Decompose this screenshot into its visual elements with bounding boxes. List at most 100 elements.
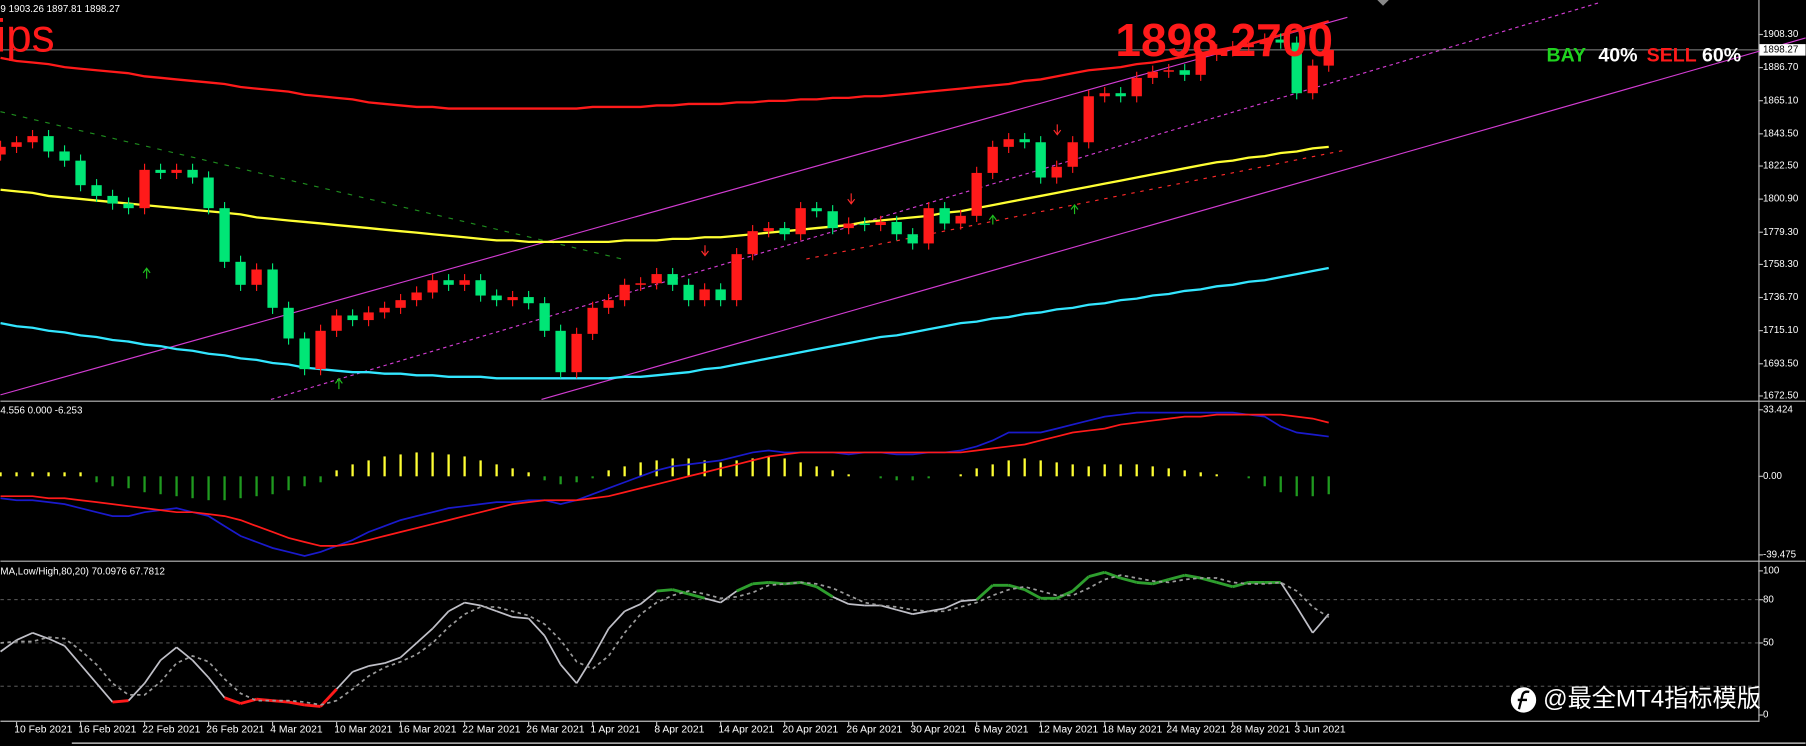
arrow-down	[701, 245, 709, 257]
candle-body	[187, 169, 198, 178]
candle-body	[747, 231, 758, 255]
stoch-segment	[832, 596, 850, 605]
candle-body	[459, 280, 470, 285]
candle-body	[0, 146, 6, 155]
x-tick-label: 10 Feb 2021	[14, 725, 72, 736]
stoch-segment	[1184, 573, 1201, 580]
stoch-segment	[63, 645, 82, 666]
x-tick-label: 6 May 2021	[974, 725, 1028, 736]
x-tick-label: 22 Feb 2021	[142, 725, 200, 736]
stoch-segment	[431, 610, 450, 630]
stoch-segment	[880, 604, 897, 611]
candle-body	[811, 208, 822, 212]
stoch-segment	[0, 639, 18, 653]
stoch-segment	[1024, 588, 1042, 600]
stoch-segment	[624, 603, 641, 613]
candle-body	[347, 315, 358, 321]
x-tick-label: 28 May 2021	[1230, 725, 1290, 736]
buy-label: BAY	[1547, 45, 1587, 67]
ohlc-info: 9 1903.26 1897.81 1898.27	[0, 4, 119, 15]
candle-body	[363, 312, 374, 321]
stoch-segment	[543, 635, 562, 666]
stoch-segment	[191, 659, 210, 679]
candle-body	[923, 208, 934, 244]
y-tick-label: 0	[1763, 710, 1769, 721]
candle-body	[1307, 65, 1318, 94]
stoch-segment	[79, 664, 98, 684]
candle-body	[555, 330, 566, 373]
candle-body	[1051, 166, 1062, 178]
candle-body	[571, 333, 582, 373]
candle-body	[715, 289, 726, 301]
candle-body	[763, 228, 774, 232]
candle-body	[1019, 139, 1030, 143]
stoch-segment	[256, 697, 273, 703]
candle-body	[299, 338, 310, 370]
last-price-label: 1898.27	[1763, 44, 1798, 55]
candle-body	[875, 221, 886, 226]
arrow-up	[142, 267, 151, 279]
indicator-line	[0, 20, 1330, 110]
stoch-segment	[640, 590, 658, 605]
stoch-segment	[496, 610, 513, 618]
stoch-segment	[335, 671, 354, 690]
stoch-segment	[1295, 606, 1314, 634]
indicator-line	[0, 413, 1329, 547]
candle-body	[1227, 47, 1238, 51]
candle-body	[891, 221, 902, 235]
channels	[0, 1, 1806, 401]
candle-body	[939, 208, 950, 224]
x-tick-label: 10 Mar 2021	[334, 725, 392, 736]
stoch-segment	[400, 642, 418, 659]
stoch-segment	[176, 646, 194, 661]
y-tick-label: 1908.30	[1763, 29, 1799, 40]
candle-body	[427, 280, 438, 293]
stoch-segment	[1312, 613, 1330, 634]
x-tick-label: 4 Mar 2021	[270, 725, 323, 736]
y-tick-label: 33.424	[1763, 404, 1793, 415]
stoch-segment	[704, 597, 721, 604]
stoch-segment	[512, 616, 529, 620]
candle-body	[91, 185, 102, 196]
candle-body	[203, 177, 214, 209]
candle-body	[539, 303, 550, 331]
candle-body	[331, 315, 342, 331]
stoch-segment	[48, 637, 65, 647]
candle-body	[667, 274, 678, 285]
x-tick-label: 22 Mar 2021	[462, 725, 520, 736]
arrow-down	[1053, 124, 1062, 136]
candle-body	[315, 330, 326, 370]
candle-body	[1035, 142, 1046, 178]
stoch-segment	[575, 656, 594, 684]
x-tick-label: 3 Jun 2021	[1294, 725, 1346, 736]
stoch-segment	[368, 662, 385, 667]
stoch-segment	[127, 682, 146, 702]
stoch-segment	[848, 603, 865, 607]
x-tick-label: 26 Apr 2021	[846, 725, 902, 736]
candle-body	[251, 269, 262, 285]
signal-arrows	[142, 124, 1079, 390]
stoch-segment	[736, 582, 754, 593]
candle-body	[859, 223, 870, 226]
x-tick-label: 16 Feb 2021	[78, 725, 136, 736]
arrow-up	[988, 214, 997, 225]
candle-body	[507, 297, 518, 301]
arrow-up	[1070, 203, 1079, 215]
stoch-segment	[688, 592, 706, 600]
watermark-logo	[1510, 687, 1537, 713]
stoch-segment	[352, 665, 369, 673]
stoch-segment	[16, 632, 33, 641]
x-tick-label: 16 Mar 2021	[398, 725, 456, 736]
stoch-segment	[591, 628, 610, 658]
candle-body	[1195, 54, 1206, 75]
x-tick-label: 26 Mar 2021	[526, 725, 584, 736]
candle-body	[523, 297, 534, 304]
x-tick-label: 24 May 2021	[1166, 725, 1226, 736]
candle-body	[11, 142, 22, 147]
stoch-segment	[416, 627, 434, 644]
candle-body	[731, 254, 742, 301]
logo-glyph	[1517, 690, 1530, 710]
arrow-down	[847, 193, 856, 205]
y-tick-label: 1886.70	[1763, 62, 1799, 73]
plot-layer: 1908.30 1886.70 1865.10 1843.50 1822.50 1800.…	[0, 20, 1806, 736]
